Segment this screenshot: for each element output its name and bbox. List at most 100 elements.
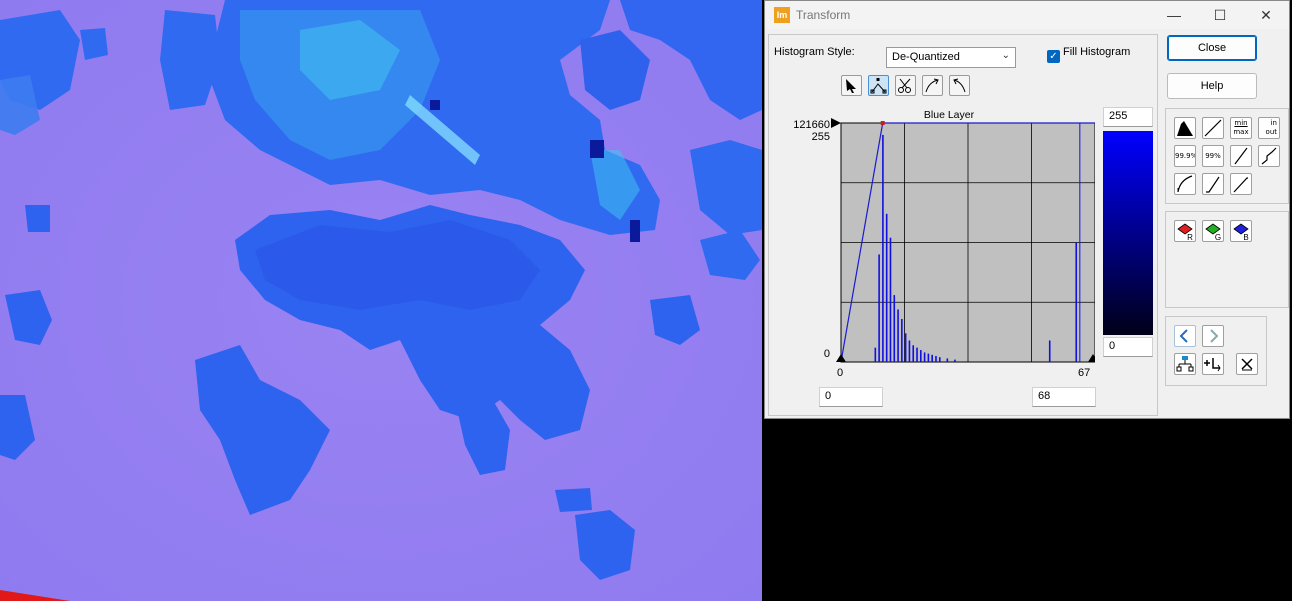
- histogram-panel: Histogram Style: De-Quantized ⌄ ✓ Fill H…: [768, 34, 1158, 416]
- histogram-bar: [1048, 340, 1051, 362]
- curve-up-icon: [925, 78, 939, 93]
- preset-transforms-panel: min max in out 99.9% 99%: [1165, 108, 1289, 204]
- curve-node[interactable]: [880, 121, 885, 125]
- steep-linear-button[interactable]: [1230, 145, 1252, 167]
- input-max-field[interactable]: 68: [1032, 387, 1096, 407]
- plus-arrow-icon: [1204, 358, 1221, 372]
- minimize-button[interactable]: —: [1167, 7, 1181, 23]
- percent-999-button[interactable]: 99.9%: [1174, 145, 1196, 167]
- histogram-bar: [923, 352, 926, 362]
- cut-node-tool-button[interactable]: [895, 75, 916, 96]
- title-bar[interactable]: Im Transform — ☐ ✕: [765, 1, 1289, 29]
- curve-reverse-icon: [953, 78, 966, 93]
- stepped-linear-button[interactable]: [1258, 145, 1280, 167]
- previous-button[interactable]: [1174, 325, 1196, 347]
- pointer-tool-button[interactable]: [841, 75, 862, 96]
- green-layer-icon: G: [1205, 223, 1221, 241]
- linear-transform-button[interactable]: [1202, 117, 1224, 139]
- output-max-field[interactable]: 255: [1103, 107, 1153, 127]
- equalize-histogram-button[interactable]: [1174, 117, 1196, 139]
- max-slider-icon[interactable]: [1088, 354, 1095, 362]
- delete-x-icon: [1241, 358, 1253, 371]
- arrow-pointer-icon: [846, 79, 856, 93]
- input-min-field[interactable]: 0: [819, 387, 883, 407]
- log-curve-icon: [1177, 175, 1193, 193]
- histogram-bar: [901, 318, 903, 362]
- scissors-icon: [898, 78, 911, 93]
- tree-view-button[interactable]: [1174, 353, 1196, 375]
- histogram-bar: [935, 356, 937, 362]
- histogram-chart[interactable]: Blue Layer: [825, 107, 1095, 397]
- close-window-button[interactable]: ✕: [1260, 7, 1272, 23]
- min-slider-icon[interactable]: [836, 354, 846, 362]
- fill-histogram-label: Fill Histogram: [1063, 46, 1131, 58]
- in-out-button[interactable]: in out: [1258, 117, 1280, 139]
- step-line-icon: [1261, 147, 1277, 165]
- tree-icon: [1176, 356, 1194, 372]
- blue-layer-button[interactable]: B: [1230, 220, 1252, 242]
- histogram-bar: [938, 357, 941, 362]
- exp-curve-icon: [1206, 176, 1220, 193]
- min-max-button[interactable]: min max: [1230, 117, 1252, 139]
- window-title: Transform: [796, 8, 851, 22]
- histogram-bar: [1075, 242, 1078, 362]
- layer-letter: G: [1215, 233, 1221, 241]
- linear-icon: [1204, 119, 1222, 137]
- x-min-label: 0: [837, 367, 844, 379]
- histogram-bar: [889, 237, 892, 362]
- exp-transform-button[interactable]: [1202, 173, 1224, 195]
- histogram-bar: [920, 350, 922, 362]
- navigation-panel: [1165, 316, 1267, 386]
- close-button[interactable]: Close: [1167, 35, 1257, 61]
- histogram-bar: [878, 254, 880, 362]
- chevron-right-icon: [1210, 329, 1219, 343]
- add-node-icon: [870, 78, 887, 94]
- in-out-icon-in: in: [1270, 119, 1277, 127]
- next-button[interactable]: [1202, 325, 1224, 347]
- delete-branch-button[interactable]: [1236, 353, 1258, 375]
- histogram-bars: [874, 123, 1081, 362]
- clip-transform-button[interactable]: [1230, 173, 1252, 195]
- histogram-bar: [912, 345, 915, 362]
- image-viewer[interactable]: [0, 0, 762, 601]
- histogram-bar: [931, 354, 933, 362]
- chevron-left-icon: [1179, 329, 1188, 343]
- histogram-bar: [874, 347, 877, 362]
- log-transform-button[interactable]: [1174, 173, 1196, 195]
- histogram-bar: [916, 347, 918, 362]
- histogram-bar: [904, 333, 907, 362]
- layer-letter: R: [1187, 233, 1193, 241]
- curve-tool-button[interactable]: [922, 75, 943, 96]
- histogram-bar: [882, 134, 884, 362]
- help-button[interactable]: Help: [1167, 73, 1257, 99]
- fill-histogram-checkbox[interactable]: ✓: [1047, 50, 1060, 63]
- max-marker-icon[interactable]: [831, 118, 841, 128]
- histogram-bar: [954, 359, 956, 362]
- add-node-tool-button[interactable]: [868, 75, 889, 96]
- in-out-icon-out: out: [1265, 128, 1277, 136]
- output-gradient-bar: [1103, 131, 1153, 335]
- percent-99-button[interactable]: 99%: [1202, 145, 1224, 167]
- min-max-icon-bottom: max: [1233, 128, 1249, 136]
- y-max-count-label: 121660: [793, 119, 830, 131]
- layer-letter: B: [1243, 233, 1248, 241]
- green-layer-button[interactable]: G: [1202, 220, 1224, 242]
- histogram-bar: [908, 340, 911, 362]
- add-branch-button[interactable]: [1202, 353, 1224, 375]
- min-max-icon-top: min: [1234, 119, 1248, 127]
- histogram-bar: [885, 213, 888, 362]
- maximize-button[interactable]: ☐: [1213, 7, 1227, 23]
- output-min-field[interactable]: 0: [1103, 337, 1153, 357]
- histogram-style-label: Histogram Style:: [774, 46, 855, 58]
- y-max-value-label: 255: [811, 131, 830, 143]
- histogram-bar: [946, 358, 949, 362]
- histogram-bar: [893, 295, 896, 362]
- histogram-shape-icon: [1177, 121, 1193, 136]
- chevron-down-icon: ⌄: [1001, 50, 1010, 61]
- histogram-style-value: De-Quantized: [892, 51, 960, 63]
- curve-reverse-tool-button[interactable]: [949, 75, 970, 96]
- histogram-style-select[interactable]: De-Quantized ⌄: [886, 47, 1016, 68]
- layer-title: Blue Layer: [924, 109, 975, 121]
- red-layer-button[interactable]: R: [1174, 220, 1196, 242]
